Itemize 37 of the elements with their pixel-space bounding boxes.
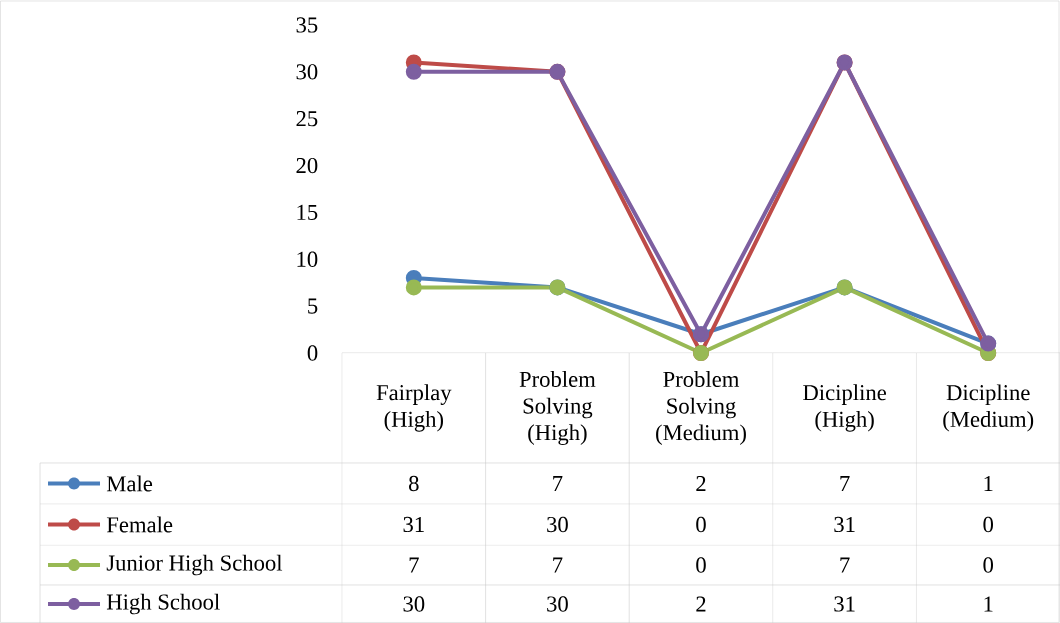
y-tick-label: 30 (296, 64, 318, 80)
y-tick-label: 0 (307, 345, 318, 361)
legend-label: Male (106, 475, 153, 492)
y-tick-label: 15 (297, 204, 318, 221)
data-label: 1 (984, 596, 993, 612)
data-label: 2 (696, 475, 706, 491)
x-tick-label: Dicipline (Medium) (943, 384, 1034, 432)
data-label: 30 (547, 516, 568, 533)
x-tick-label: Problem Solving (High) (519, 371, 596, 445)
x-tick-label: Dicipline (High) (803, 384, 887, 432)
data-label: 7 (409, 557, 419, 573)
data-label: 7 (840, 557, 850, 573)
x-tick-label: Fairplay (High) (376, 384, 452, 432)
y-tick-label: 35 (296, 17, 318, 33)
legend-label: Female (106, 516, 173, 533)
data-label: 30 (547, 596, 568, 612)
data-label: 0 (983, 557, 994, 573)
y-tick-label: 5 (308, 298, 318, 314)
legend-label: Junior High School (106, 554, 283, 576)
data-label: 31 (834, 516, 855, 533)
data-label: 7 (553, 476, 563, 491)
legend-label: High School (106, 593, 220, 615)
data-label: 31 (834, 596, 855, 612)
data-label: 0 (696, 557, 706, 573)
data-label: 0 (696, 516, 706, 533)
data-label: 7 (840, 476, 850, 491)
data-label: 31 (403, 516, 424, 533)
data-label: 1 (984, 475, 993, 491)
data-label: 2 (696, 596, 706, 612)
data-label: 0 (983, 516, 994, 533)
data-label: 30 (403, 596, 425, 612)
data-label: 7 (553, 557, 563, 573)
x-tick-label: Problem Solving (Medium) (656, 371, 746, 445)
data-label: 8 (409, 475, 419, 492)
y-tick-label: 20 (296, 157, 318, 174)
y-tick-label: 10 (297, 251, 318, 267)
y-tick-label: 25 (296, 111, 318, 127)
